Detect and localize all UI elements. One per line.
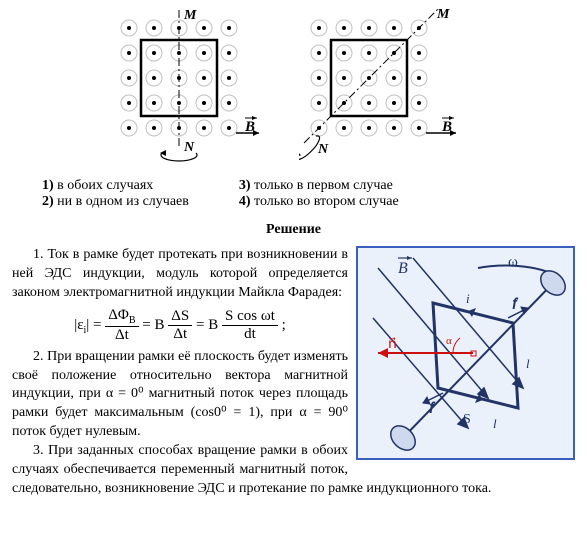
svg-text:α: α [446, 335, 452, 347]
svg-text:ω: ω [508, 254, 518, 270]
option-2: 2) ни в одном из случаев [42, 194, 189, 210]
diagram-row: M N B [12, 8, 575, 168]
diagram-right: M N B [299, 8, 479, 168]
rotating-loop-figure: B ω n⃗ α [356, 246, 575, 460]
label-b: B [244, 119, 255, 135]
label-n: N [183, 140, 195, 155]
label-m: M [436, 8, 450, 22]
label-b: B [441, 119, 452, 135]
diagram-left: M N B [109, 8, 269, 168]
label-s: S [463, 412, 471, 427]
svg-text:i: i [466, 291, 470, 306]
label-l: l [493, 416, 497, 431]
option-1: 1) в обоих случаях [42, 178, 189, 194]
answer-options: 1) в обоих случаях 2) ни в одном из случ… [42, 178, 575, 210]
option-3: 3) только в первом случае [239, 178, 399, 194]
label-n: N [317, 142, 329, 157]
label-l2: l [526, 356, 530, 371]
svg-text:B: B [398, 260, 408, 277]
svg-text:n⃗: n⃗ [388, 337, 397, 352]
solution-title: Решение [12, 222, 575, 238]
rotation-axis [304, 8, 439, 143]
option-4: 4) только во втором случае [239, 194, 399, 210]
label-m: M [183, 8, 197, 23]
